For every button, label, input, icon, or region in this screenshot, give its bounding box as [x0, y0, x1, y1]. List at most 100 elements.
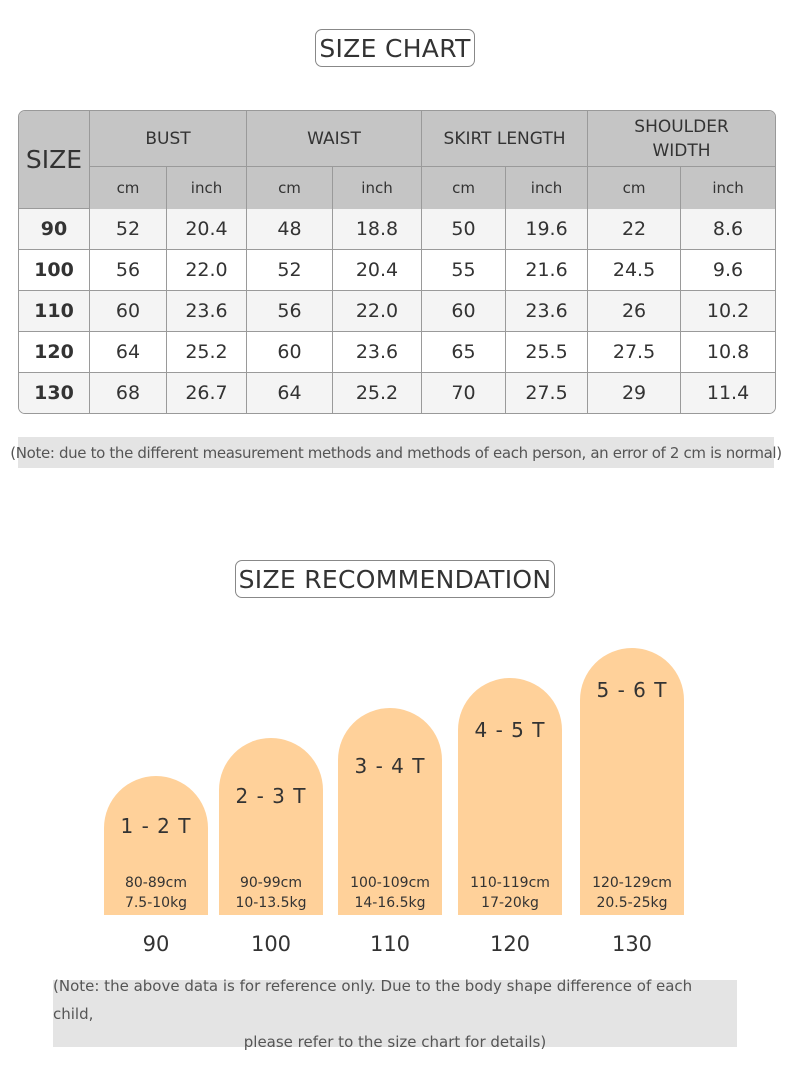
table-row: 120 64 25.2 60 23.6 65 25.5 27.5 10.8: [19, 332, 776, 373]
bust-header: BUST: [90, 111, 247, 167]
table-header-row: SIZE BUST WAIST SKIRT LENGTH SHOULDER WI…: [19, 111, 776, 209]
value-cell: 55: [422, 250, 507, 291]
height-weight-info: 120-129cm 20.5-25kg: [580, 873, 684, 913]
weight-range: 10-13.5kg: [235, 895, 307, 911]
recommended-size-label: 110: [369, 932, 411, 956]
value-cell: 64: [247, 373, 333, 413]
height-range: 100-109cm: [350, 875, 430, 891]
recommended-size-label: 120: [489, 932, 531, 956]
value-cell: 68: [90, 373, 167, 413]
reference-note-line1: (Note: the above data is for reference o…: [53, 976, 693, 1023]
value-cell: 21.6: [506, 250, 589, 291]
value-cell: 25.2: [333, 373, 423, 413]
size-chart-table: SIZE BUST WAIST SKIRT LENGTH SHOULDER WI…: [18, 110, 777, 414]
age-range-label: 2 - 3 T: [235, 784, 307, 808]
height-weight-info: 80-89cm 7.5-10kg: [104, 873, 208, 913]
recommended-size-label: 90: [142, 932, 170, 956]
size-cell: 110: [19, 291, 90, 332]
unit-inch: inch: [333, 167, 423, 209]
table-row: 90 52 20.4 48 18.8 50 19.6 22 8.6: [19, 209, 776, 250]
value-cell: 60: [90, 291, 167, 332]
size-bar: 5 - 6 T 120-129cm 20.5-25kg: [580, 648, 684, 915]
age-range-label: 1 - 2 T: [120, 814, 192, 838]
value-cell: 50: [422, 209, 507, 250]
size-bar: 3 - 4 T 100-109cm 14-16.5kg: [338, 708, 442, 915]
value-cell: 11.4: [681, 373, 776, 413]
value-cell: 18.8: [333, 209, 423, 250]
value-cell: 70: [422, 373, 507, 413]
size-cell: 120: [19, 332, 90, 373]
value-cell: 20.4: [167, 209, 247, 250]
recommended-size-label: 130: [611, 932, 653, 956]
table-row: 110 60 23.6 56 22.0 60 23.6 26 10.2: [19, 291, 776, 332]
shoulder-width-header-line1: SHOULDER: [634, 116, 729, 137]
shoulder-width-header-line2: WIDTH: [652, 140, 711, 161]
value-cell: 20.4: [333, 250, 423, 291]
measurement-note: (Note: due to the different measurement …: [10, 437, 782, 468]
value-cell: 65: [422, 332, 507, 373]
height-range: 80-89cm: [124, 875, 187, 891]
value-cell: 56: [247, 291, 333, 332]
value-cell: 64: [90, 332, 167, 373]
unit-cm: cm: [422, 167, 507, 209]
value-cell: 52: [90, 209, 167, 250]
size-cell: 130: [19, 373, 90, 413]
waist-header: WAIST: [247, 111, 423, 167]
reference-note: (Note: the above data is for reference o…: [53, 977, 737, 1051]
size-cell: 90: [19, 209, 90, 250]
value-cell: 29: [588, 373, 682, 413]
size-recommendation-title: SIZE RECOMMENDATION: [235, 560, 555, 598]
weight-range: 20.5-25kg: [596, 895, 668, 911]
value-cell: 26.7: [167, 373, 247, 413]
height-range: 90-99cm: [239, 875, 302, 891]
value-cell: 48: [247, 209, 333, 250]
height-range: 110-119cm: [470, 875, 550, 891]
value-cell: 25.2: [167, 332, 247, 373]
unit-cm: cm: [588, 167, 682, 209]
size-bar: 1 - 2 T 80-89cm 7.5-10kg: [104, 776, 208, 915]
value-cell: 60: [422, 291, 507, 332]
height-weight-info: 110-119cm 17-20kg: [458, 873, 562, 913]
size-column-header: SIZE: [19, 111, 90, 209]
height-weight-info: 90-99cm 10-13.5kg: [219, 873, 323, 913]
value-cell: 22.0: [333, 291, 423, 332]
height-range: 120-129cm: [592, 875, 672, 891]
size-bar: 4 - 5 T 110-119cm 17-20kg: [458, 678, 562, 915]
size-chart-title: SIZE CHART: [315, 29, 475, 67]
size-cell: 100: [19, 250, 90, 291]
age-range-label: 3 - 4 T: [354, 754, 426, 778]
unit-inch: inch: [681, 167, 776, 209]
weight-range: 14-16.5kg: [354, 895, 426, 911]
recommended-size-label: 100: [250, 932, 292, 956]
value-cell: 23.6: [167, 291, 247, 332]
unit-cm: cm: [90, 167, 167, 209]
unit-inch: inch: [167, 167, 247, 209]
table-row: 100 56 22.0 52 20.4 55 21.6 24.5 9.6: [19, 250, 776, 291]
height-weight-info: 100-109cm 14-16.5kg: [338, 873, 442, 913]
value-cell: 60: [247, 332, 333, 373]
value-cell: 26: [588, 291, 682, 332]
value-cell: 24.5: [588, 250, 682, 291]
value-cell: 8.6: [681, 209, 776, 250]
value-cell: 22.0: [167, 250, 247, 291]
table-row: 130 68 26.7 64 25.2 70 27.5 29 11.4: [19, 373, 776, 413]
value-cell: 23.6: [506, 291, 589, 332]
unit-cm: cm: [247, 167, 333, 209]
value-cell: 22: [588, 209, 682, 250]
unit-header-row: cm inch cm inch cm inch cm inch: [19, 167, 776, 209]
weight-range: 17-20kg: [481, 895, 539, 911]
unit-inch: inch: [506, 167, 589, 209]
value-cell: 23.6: [333, 332, 423, 373]
age-range-label: 5 - 6 T: [596, 678, 668, 702]
reference-note-line2: please refer to the size chart for detai…: [243, 1032, 547, 1051]
value-cell: 10.8: [681, 332, 776, 373]
value-cell: 27.5: [588, 332, 682, 373]
size-bar: 2 - 3 T 90-99cm 10-13.5kg: [219, 738, 323, 915]
value-cell: 56: [90, 250, 167, 291]
value-cell: 10.2: [681, 291, 776, 332]
value-cell: 9.6: [681, 250, 776, 291]
value-cell: 27.5: [506, 373, 589, 413]
age-range-label: 4 - 5 T: [474, 718, 546, 742]
skirt-length-header: SKIRT LENGTH: [422, 111, 589, 167]
value-cell: 19.6: [506, 209, 589, 250]
